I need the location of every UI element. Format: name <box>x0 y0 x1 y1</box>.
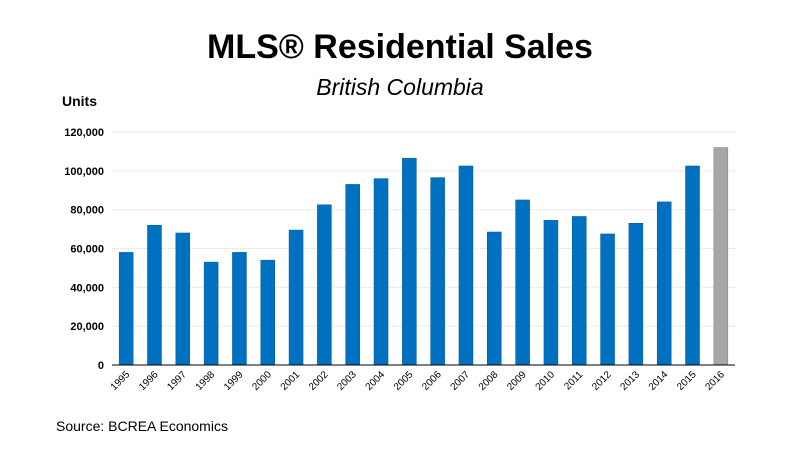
bar-2006 <box>430 177 445 366</box>
x-tick-label: 2010 <box>534 369 558 393</box>
bar-2012 <box>600 233 615 366</box>
bar-2013 <box>628 223 644 366</box>
x-tick-label: 2006 <box>420 369 444 393</box>
x-tick-label: 2004 <box>364 369 388 393</box>
x-tick-label: 1998 <box>194 369 218 393</box>
x-tick-label: 1997 <box>165 369 189 393</box>
bar-2009 <box>515 199 530 366</box>
source-note: Source: BCREA Economics <box>56 418 228 434</box>
bar-1995 <box>118 252 134 366</box>
y-tick-label: 0 <box>98 360 104 372</box>
x-tick-labels: 1995 1996 1997 1998 1999 2000 2001 2002 2003 2004… <box>109 369 728 393</box>
x-tick-label: 2009 <box>505 369 529 393</box>
bar-2016 <box>713 147 729 366</box>
bar-2000 <box>260 259 275 366</box>
chart-title: MLS® Residential Sales <box>207 28 593 66</box>
bar-2011 <box>572 216 587 366</box>
x-tick-label: 2000 <box>250 369 274 393</box>
y-tick-label: 100,000 <box>64 166 104 178</box>
bar-2003 <box>345 184 360 366</box>
y-axis-label: Units <box>62 93 97 109</box>
chart-subtitle: British Columbia <box>316 74 484 100</box>
bar-2005 <box>402 157 417 366</box>
x-tick-label: 2012 <box>590 369 614 393</box>
x-tick-label: 2002 <box>307 369 331 393</box>
bar-2010 <box>543 220 559 366</box>
bar-2001 <box>288 229 304 366</box>
bar-2007 <box>458 165 474 366</box>
bar-1997 <box>175 232 191 366</box>
y-tick-label: 60,000 <box>70 244 104 256</box>
bar-2008 <box>487 231 502 366</box>
bar-1999 <box>232 252 247 366</box>
x-tick-label: 2003 <box>335 369 359 393</box>
x-tick-label: 2005 <box>392 369 416 393</box>
y-tick-label: 80,000 <box>70 205 104 217</box>
y-tick-label: 40,000 <box>70 282 104 294</box>
y-tick-label: 20,000 <box>70 321 104 333</box>
y-tick-labels: 0 20,000 40,000 60,000 80,000 100,000 120,000 <box>64 127 104 372</box>
x-tick-label: 2013 <box>618 369 642 393</box>
x-tick-label: 2016 <box>703 369 727 393</box>
x-tick-label: 1995 <box>109 369 133 393</box>
bar-2014 <box>656 201 672 366</box>
x-tick-label: 2008 <box>477 369 501 393</box>
bar-2002 <box>317 204 332 366</box>
x-tick-label: 2014 <box>647 369 671 393</box>
x-tick-label: 1996 <box>137 369 161 393</box>
bar-1996 <box>147 224 162 366</box>
x-tick-label: 2011 <box>562 369 585 392</box>
x-tick-label: 2007 <box>449 369 473 393</box>
x-tick-label: 2015 <box>675 369 699 393</box>
bar-2015 <box>685 165 700 366</box>
bar-2004 <box>373 178 389 366</box>
x-tick-label: 2001 <box>279 369 303 393</box>
y-tick-label: 120,000 <box>64 127 104 139</box>
bar-1998 <box>203 261 219 366</box>
x-tick-label: 1999 <box>222 369 246 393</box>
bars <box>118 147 729 366</box>
